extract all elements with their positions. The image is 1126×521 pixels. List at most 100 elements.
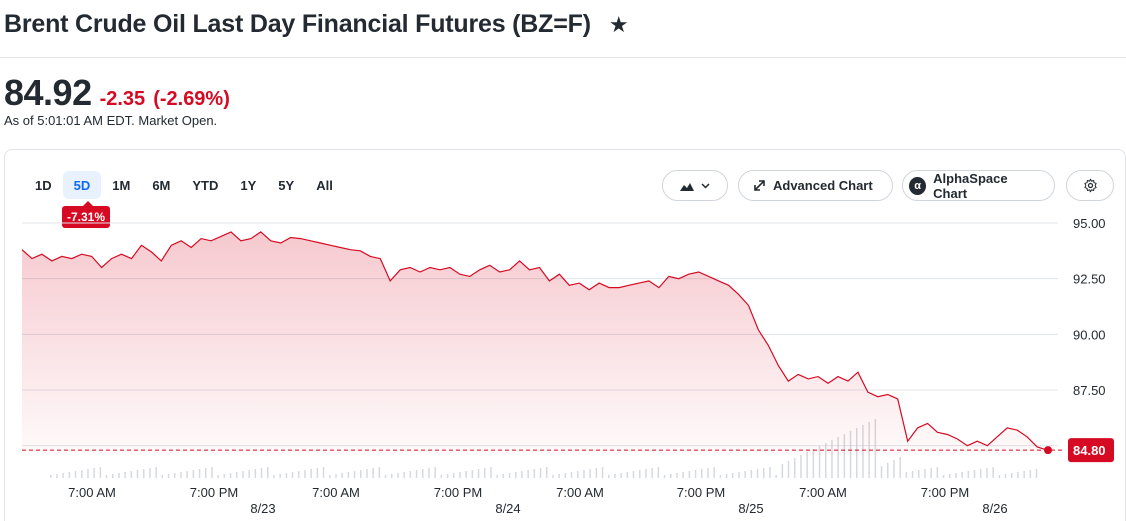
volume-bar — [1004, 474, 1007, 478]
volume-bar — [310, 469, 312, 478]
volume-bar — [105, 475, 108, 478]
range-1y[interactable]: 1Y — [240, 177, 257, 193]
volume-bar — [614, 474, 616, 478]
chevron-down-icon — [701, 182, 710, 189]
chart-type-button[interactable] — [662, 170, 728, 201]
market-status: As of 5:01:01 AM EDT. Market Open. — [4, 113, 218, 128]
volume-bar — [911, 471, 914, 478]
range-5y[interactable]: 5Y — [278, 177, 295, 193]
volume-bar — [322, 467, 325, 478]
volume-bar — [949, 474, 951, 478]
volume-bar — [639, 470, 641, 478]
volume-bar — [477, 469, 480, 478]
volume-bar — [459, 472, 461, 478]
volume-bar — [812, 449, 815, 478]
current-price-dot — [1044, 446, 1052, 455]
volume-bar — [205, 468, 207, 478]
volume-bar — [329, 475, 331, 478]
volume-bar — [260, 468, 263, 478]
price-area — [22, 231, 1047, 455]
x-tick-label: 7:00 AM — [556, 485, 604, 500]
volume-bar — [688, 471, 691, 478]
volume-bar — [403, 472, 405, 478]
volume-bar — [980, 469, 982, 478]
price-line — [21, 231, 1048, 451]
range-5d[interactable]: 5D — [62, 171, 102, 199]
x-tick-label: 7:00 PM — [677, 485, 725, 500]
volume-bar — [484, 468, 486, 478]
volume-bar — [787, 461, 790, 478]
star-icon[interactable]: ★ — [608, 11, 629, 37]
volume-bar — [50, 475, 52, 478]
volume-bar — [143, 469, 145, 478]
volume-bar — [422, 469, 424, 478]
range-1d[interactable]: 1D — [35, 177, 52, 193]
volume-bar — [899, 457, 901, 478]
volume-bar — [248, 470, 250, 478]
y-axis: 95.00 92.50 90.00 87.50 — [1073, 216, 1106, 398]
volume-bar — [236, 472, 238, 478]
volume-bar — [955, 473, 957, 478]
advanced-chart-button[interactable]: Advanced Chart — [738, 170, 893, 201]
volume-bar — [527, 470, 529, 478]
volume-bar — [936, 467, 939, 478]
volume-bar — [415, 470, 418, 478]
volume-bar — [1011, 473, 1013, 478]
x-tick-label: 7:00 PM — [190, 485, 238, 500]
range-all[interactable]: All — [316, 177, 333, 193]
volume-bar — [794, 458, 796, 478]
volume-bar — [670, 474, 672, 478]
volume-bar — [967, 471, 970, 478]
volume-bar — [81, 470, 83, 478]
volume-bar — [291, 472, 294, 478]
volume-bar — [595, 468, 598, 478]
alphaspace-chart-button[interactable]: α AlphaSpace Chart — [902, 170, 1055, 201]
volume-bar — [341, 473, 343, 478]
x-tick-label: 7:00 AM — [312, 485, 360, 500]
settings-button[interactable] — [1066, 170, 1114, 201]
divider — [0, 57, 1126, 58]
volume-bar — [880, 466, 883, 478]
volume-bar — [391, 474, 393, 478]
x-tick-label: 7:00 AM — [68, 485, 116, 500]
volume-bar — [620, 473, 622, 478]
volume-bar — [279, 474, 281, 478]
x-axis: 7:00 AM 7:00 PM 7:00 AM 7:00 PM 7:00 AM 7:00 … — [68, 485, 1008, 516]
volume-bar — [893, 460, 895, 478]
volume-bar — [112, 474, 114, 478]
volume-bar — [353, 471, 356, 478]
volume-bar — [223, 474, 226, 478]
volume-bar — [360, 470, 362, 478]
alphaspace-logo-icon: α — [909, 176, 927, 195]
alphaspace-chart-label: AlphaSpace Chart — [933, 170, 1008, 201]
volume-bar — [1017, 472, 1019, 478]
volume-bar — [515, 472, 517, 478]
volume-bar — [1035, 469, 1038, 478]
volume-bar — [657, 467, 660, 478]
volume-bar — [750, 470, 753, 478]
volume-bar — [601, 467, 604, 478]
volume-bar — [831, 440, 833, 478]
volume-bar — [372, 468, 374, 478]
expand-icon — [754, 180, 765, 191]
volume-bar — [818, 446, 821, 478]
volume-bar — [918, 470, 920, 478]
volume-bar — [62, 473, 64, 478]
advanced-chart-label: Advanced Chart — [773, 178, 873, 193]
volume-bar — [285, 473, 288, 478]
current-price-tag-text: 84.80 — [1073, 443, 1106, 458]
volume-bar — [998, 475, 1001, 478]
range-ytd[interactable]: YTD — [192, 177, 219, 193]
volume-bar — [806, 452, 808, 478]
volume-bar — [732, 473, 734, 478]
volume-bar — [942, 475, 945, 478]
volume-bar — [384, 475, 387, 478]
range-6m[interactable]: 6M — [152, 177, 171, 193]
volume-bar — [155, 467, 157, 478]
volume-bar — [992, 467, 994, 478]
range-1m[interactable]: 1M — [112, 177, 131, 193]
date-label: 8/25 — [738, 501, 763, 516]
volume-bar — [738, 472, 740, 478]
volume-bar — [378, 467, 381, 478]
